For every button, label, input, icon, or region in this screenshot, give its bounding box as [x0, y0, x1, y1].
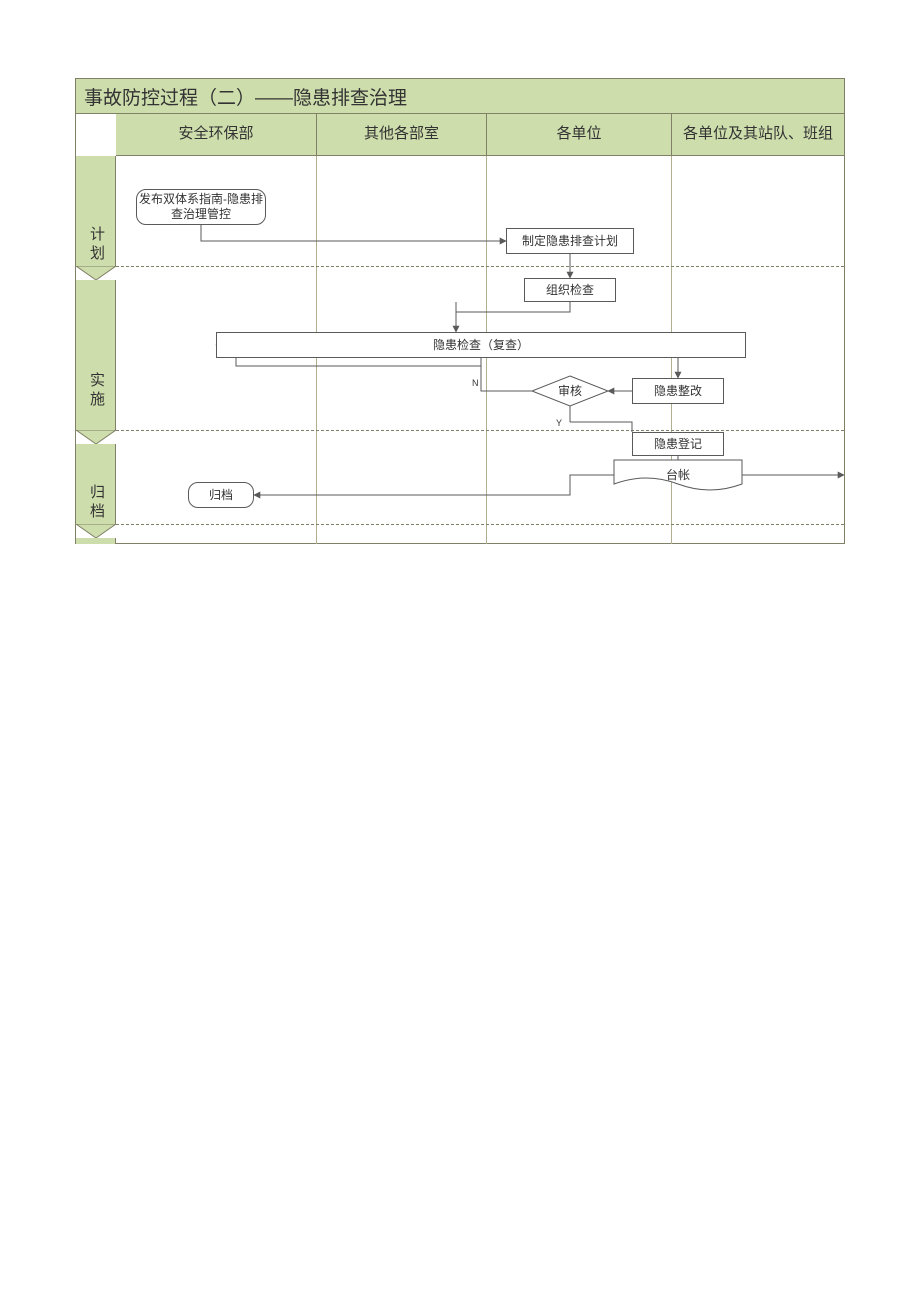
- phase-impl: 实施: [76, 280, 116, 430]
- node-rectify: 隐患整改: [632, 378, 724, 404]
- node-register: 隐患登记: [632, 432, 724, 456]
- edge-label: N: [472, 378, 479, 388]
- phase-chevron-icon: [76, 430, 116, 444]
- page: 事故防控过程（二）——隐患排查治理 计划 实施 归档: [0, 0, 920, 1301]
- diagram-title: 事故防控过程（二）——隐患排查治理: [76, 79, 844, 114]
- phase-plan: 计划: [76, 156, 116, 266]
- phase-label: 实施: [86, 372, 107, 410]
- node-inspect: 隐患检查（复查）: [216, 332, 746, 358]
- col-header: 其他各部室: [316, 114, 486, 156]
- phase-blank: [76, 538, 116, 544]
- phase-divider: [116, 266, 844, 267]
- col-header: 安全环保部: [116, 114, 316, 156]
- node-ledger-label: 台帐: [614, 460, 742, 490]
- edge: [201, 225, 506, 241]
- phase-chevron-icon: [76, 524, 116, 538]
- swimlane-diagram: 事故防控过程（二）——隐患排查治理 计划 实施 归档: [75, 78, 845, 544]
- node-organize: 组织检查: [524, 278, 616, 302]
- node-start: 发布双体系指南-隐患排查治理管控: [136, 189, 266, 225]
- col-header: 各单位: [486, 114, 671, 156]
- diagram-body: 计划 实施 归档 安全环保部 其他各部室 各单位 各单位及其站队、班组: [76, 114, 844, 544]
- phase-file: 归档: [76, 444, 116, 524]
- phase-divider: [116, 524, 844, 525]
- edge: [456, 302, 570, 312]
- phase-chevron-icon: [76, 266, 116, 280]
- edge: [254, 475, 614, 495]
- column-headers: 安全环保部 其他各部室 各单位 各单位及其站队、班组: [116, 114, 844, 156]
- phase-column: 计划 实施 归档: [76, 114, 116, 544]
- phase-label: 归档: [86, 484, 107, 522]
- phase-label: 计划: [86, 226, 107, 264]
- node-audit-label: 审核: [532, 376, 608, 406]
- node-plan: 制定隐患排查计划: [506, 228, 634, 254]
- node-archive: 归档: [188, 482, 254, 508]
- edge-label: Y: [556, 418, 562, 428]
- col-header: 各单位及其站队、班组: [671, 114, 844, 156]
- phase-divider: [116, 430, 844, 431]
